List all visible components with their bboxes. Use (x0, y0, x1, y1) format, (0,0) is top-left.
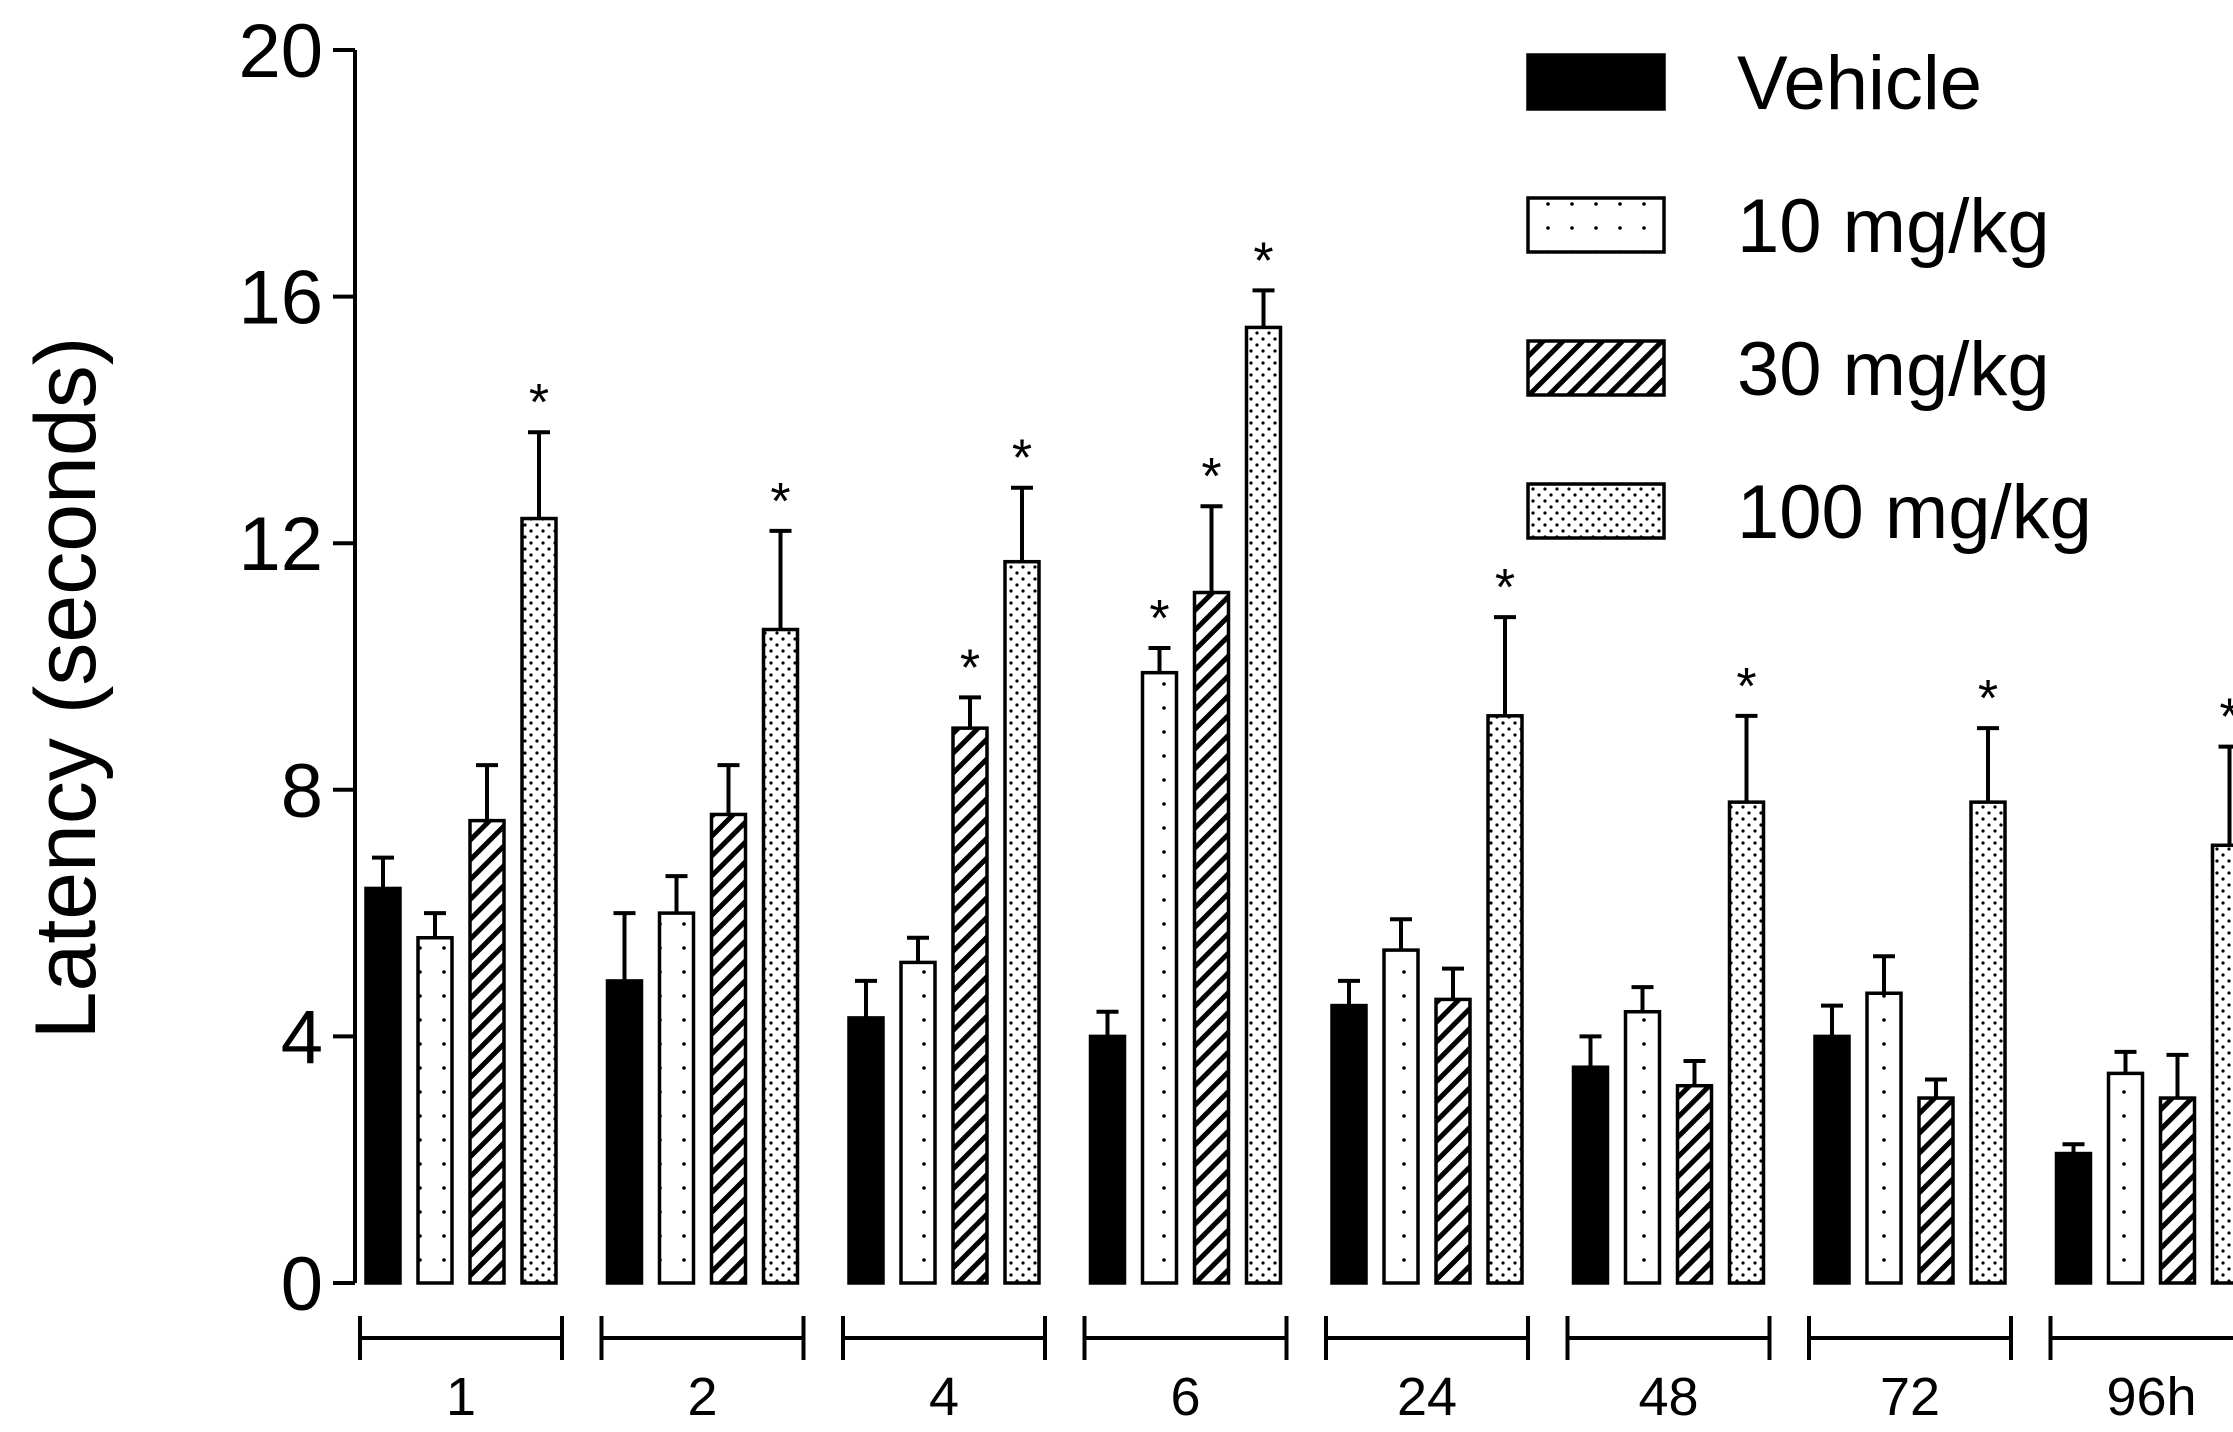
significance-star: * (1201, 448, 1221, 506)
significance-star: * (1012, 430, 1032, 488)
bar (1730, 802, 1764, 1283)
y-axis-label: Latency (seconds) (18, 337, 114, 1040)
significance-star: * (1495, 559, 1515, 617)
bar (1626, 1012, 1660, 1283)
legend-label: 100 mg/kg (1737, 470, 2092, 555)
legend-swatch (1528, 341, 1664, 395)
bar (2213, 845, 2233, 1283)
bar (1815, 1036, 1849, 1283)
bar (522, 519, 556, 1283)
legend-swatch (1528, 198, 1664, 252)
y-tick-label: 0 (281, 1242, 323, 1327)
bar (712, 814, 746, 1283)
bar (1574, 1067, 1608, 1283)
legend-label: Vehicle (1737, 41, 1982, 126)
bar (660, 913, 694, 1283)
x-category-label: 4 (929, 1367, 959, 1427)
bar (1488, 716, 1522, 1283)
bar (1678, 1086, 1712, 1283)
x-category-label: 72 (1880, 1367, 1940, 1427)
legend: Vehicle 10 mg/kg 30 mg/kg 100 mg/kg (1528, 41, 2092, 555)
bar (1091, 1036, 1125, 1283)
y-tick-label: 12 (238, 502, 323, 587)
bar (366, 888, 400, 1283)
y-tick-label: 16 (238, 256, 323, 341)
significance-star: * (770, 473, 790, 531)
x-category-label: 2 (687, 1367, 717, 1427)
bar (1005, 562, 1039, 1283)
bar (608, 981, 642, 1283)
y-tick-label: 4 (281, 995, 323, 1080)
significance-star: * (2219, 689, 2233, 747)
significance-star: * (1978, 670, 1998, 728)
bar (2161, 1098, 2195, 1283)
bar (1143, 673, 1177, 1283)
bar (1247, 327, 1281, 1283)
x-category-label: 1 (446, 1367, 476, 1427)
legend-label: 10 mg/kg (1737, 184, 2050, 269)
bar (1436, 999, 1470, 1283)
significance-star: * (960, 639, 980, 697)
bar (2109, 1073, 2143, 1283)
legend-swatch (1528, 55, 1664, 109)
significance-star: * (1736, 658, 1756, 716)
significance-star: * (1253, 232, 1273, 290)
bar (1195, 593, 1229, 1283)
y-tick-label: 20 (238, 9, 323, 94)
bar (1867, 993, 1901, 1283)
bar (1971, 802, 2005, 1283)
significance-star: * (529, 374, 549, 432)
y-tick-label: 8 (281, 749, 323, 834)
bar (1384, 950, 1418, 1283)
x-category-label: 24 (1397, 1367, 1457, 1427)
bar (2057, 1154, 2091, 1283)
legend-swatch (1528, 484, 1664, 538)
bar (1919, 1098, 1953, 1283)
bar (1332, 1006, 1366, 1283)
bar (901, 962, 935, 1283)
legend-label: 30 mg/kg (1737, 327, 2050, 412)
x-category-label: 48 (1638, 1367, 1698, 1427)
x-category-label: 6 (1170, 1367, 1200, 1427)
bar (953, 728, 987, 1283)
bar (849, 1018, 883, 1283)
bar (418, 938, 452, 1283)
significance-star: * (1149, 590, 1169, 648)
bar (470, 821, 504, 1283)
bar (764, 630, 798, 1283)
x-category-label: 96h (2106, 1367, 2196, 1427)
